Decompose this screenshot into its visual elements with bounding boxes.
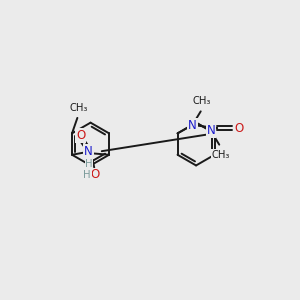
Text: O: O	[90, 169, 99, 182]
Text: N: N	[84, 145, 93, 158]
Text: CH₃: CH₃	[211, 150, 230, 160]
Text: H: H	[85, 159, 92, 169]
Text: H: H	[83, 170, 91, 180]
Text: O: O	[234, 122, 243, 134]
Text: N: N	[207, 124, 215, 137]
Text: N: N	[188, 118, 197, 131]
Text: CH₃: CH₃	[193, 96, 211, 106]
Text: O: O	[76, 129, 86, 142]
Text: CH₃: CH₃	[70, 103, 88, 112]
